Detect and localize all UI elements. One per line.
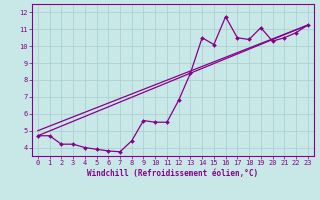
- X-axis label: Windchill (Refroidissement éolien,°C): Windchill (Refroidissement éolien,°C): [87, 169, 258, 178]
